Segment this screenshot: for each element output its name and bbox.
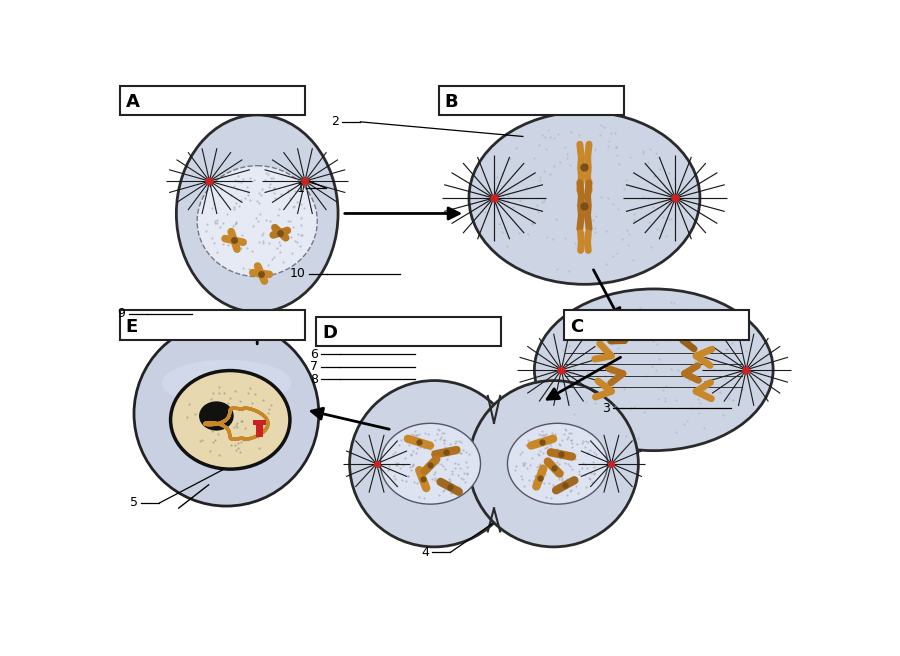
Text: 10: 10: [290, 267, 306, 280]
Ellipse shape: [535, 289, 773, 451]
FancyBboxPatch shape: [564, 310, 749, 340]
Text: 1: 1: [296, 182, 304, 195]
Ellipse shape: [176, 115, 338, 312]
Text: 5: 5: [130, 497, 138, 510]
Text: D: D: [322, 323, 337, 342]
Ellipse shape: [469, 380, 638, 547]
Ellipse shape: [171, 371, 290, 469]
Ellipse shape: [349, 380, 519, 547]
Text: 2: 2: [331, 115, 338, 129]
FancyBboxPatch shape: [120, 86, 305, 115]
Text: 8: 8: [310, 373, 318, 386]
Ellipse shape: [134, 321, 319, 506]
Text: E: E: [125, 318, 138, 335]
Text: 4: 4: [421, 546, 429, 559]
Ellipse shape: [197, 166, 318, 277]
FancyBboxPatch shape: [120, 310, 305, 340]
Text: B: B: [445, 92, 458, 111]
FancyBboxPatch shape: [439, 86, 624, 115]
FancyBboxPatch shape: [317, 317, 501, 346]
Bar: [256, 420, 263, 437]
Text: C: C: [570, 318, 583, 335]
Ellipse shape: [508, 423, 608, 504]
Text: 6: 6: [310, 348, 318, 361]
Bar: [254, 420, 266, 425]
Text: 3: 3: [602, 401, 610, 415]
Text: A: A: [125, 92, 140, 111]
Ellipse shape: [199, 401, 234, 430]
Ellipse shape: [469, 112, 700, 284]
Ellipse shape: [162, 359, 291, 406]
Text: 7: 7: [310, 360, 318, 373]
Text: 9: 9: [118, 307, 125, 320]
Ellipse shape: [381, 423, 481, 504]
